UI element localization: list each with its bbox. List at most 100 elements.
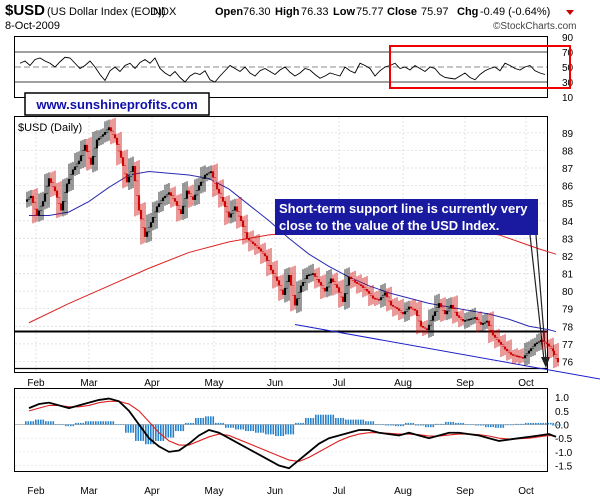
candle-body [475,317,479,321]
macd-histogram-bar [302,422,305,425]
candle-body [35,208,39,216]
candle-body [43,193,47,202]
macd-histogram-bar [362,419,365,425]
candle-body [227,211,231,218]
candle-body [271,269,275,274]
candle-body [149,222,153,228]
candle-body [539,340,543,342]
macd-tick-label: -0.5 [555,434,573,445]
macd-tick-label: 0.0 [555,421,569,432]
macd-histogram-bar [47,421,50,425]
candle-body [175,201,179,206]
candle-body [89,157,93,165]
annotation-box: Short-term support line is currently ver… [275,199,538,235]
macd-histogram-bar [300,422,302,425]
price-tick-label: 82 [562,252,574,263]
candle-body [463,320,467,322]
candle-body [75,163,79,168]
candle-body [53,186,57,192]
macd-histogram-bar [245,424,247,432]
macd-histogram-bar [382,424,385,426]
macd-histogram-bar [452,421,455,425]
candle-body [387,296,391,302]
macd-histogram-bar [235,424,237,430]
macd-histogram-bar [72,424,75,427]
macd-histogram-bar [532,422,535,425]
candle-body [209,171,213,173]
candle-body [245,232,249,239]
macd-histogram-bar [515,423,517,425]
candle-body [47,178,51,187]
candle-body [449,304,453,309]
candle-body [265,255,269,261]
candle-body [509,352,513,355]
candle-body [345,284,349,294]
macd-histogram-bar [210,416,212,425]
macd-histogram-bar [317,414,320,425]
candle-body [97,137,101,141]
macd-histogram-bar [222,422,225,425]
annotation-arrow-line [529,234,545,361]
candle-body [453,308,457,313]
candle-body [521,357,525,359]
macd-histogram-bar [185,422,187,425]
macd-histogram-bar [554,424,557,426]
macd-histogram-bar [207,416,210,425]
macd-histogram-bar [252,424,255,432]
macd-histogram-bar [182,424,185,432]
candle-body [335,284,339,288]
annotation-arrowhead-icon [541,357,550,368]
candle-body [277,280,281,286]
candle-body [369,293,373,297]
macd-histogram-bar [160,424,162,441]
candle-body [63,192,67,202]
month-label: Jun [267,378,283,389]
macd-histogram-bar [142,424,145,441]
candle-body [287,275,291,282]
watermark-text: www.sunshineprofits.com [35,97,197,112]
candle-body [465,319,469,322]
rsi-line [19,56,546,83]
macd-histogram-bar [522,423,525,425]
macd-histogram-bar [435,423,437,425]
macd-histogram-bar [327,414,330,425]
candle-body [173,198,177,202]
candle-body [215,182,219,190]
candle-body [556,358,560,363]
open-value: 76.30 [243,6,271,18]
candle-body [353,280,357,283]
candle-body [507,350,511,353]
chg-value: -0.49 (-0.64%) [480,6,550,18]
candle-body [545,342,549,345]
candle-body [169,192,173,196]
macd-histogram-bar [312,417,315,425]
candle-body [473,317,477,319]
macd-histogram-bar [490,424,492,428]
candle-body [389,300,393,306]
candle-body [415,310,419,316]
macd-histogram-bar [92,421,95,425]
index-name-label: (US Dollar Index (EOD)) [47,6,166,18]
macd-histogram-bar [270,424,272,435]
candle-body [409,306,413,309]
macd-layer: -1.5 -1.0 -0.5 0.0 0.5 1.0 Feb Mar Apr May Jun Jul A… [15,393,573,497]
macd-month-label: Feb [27,486,45,497]
candle-body [489,325,493,331]
candle-body [529,348,533,352]
candle-body [207,172,211,175]
macd-histogram-bar [547,422,550,425]
macd-histogram-bar [202,417,205,425]
candle-body [551,348,555,352]
candle-body [203,174,207,179]
candle-body [393,306,397,308]
macd-histogram-bar [275,424,277,437]
candle-body [359,284,363,287]
candle-body [237,211,241,217]
rsi-highlight-box [389,45,571,89]
candle-body [51,182,55,188]
candle-body [365,289,369,292]
month-label: May [205,378,224,389]
candle-body [101,134,105,137]
macd-histogram-bar [342,417,345,425]
macd-histogram-bar [192,422,195,425]
